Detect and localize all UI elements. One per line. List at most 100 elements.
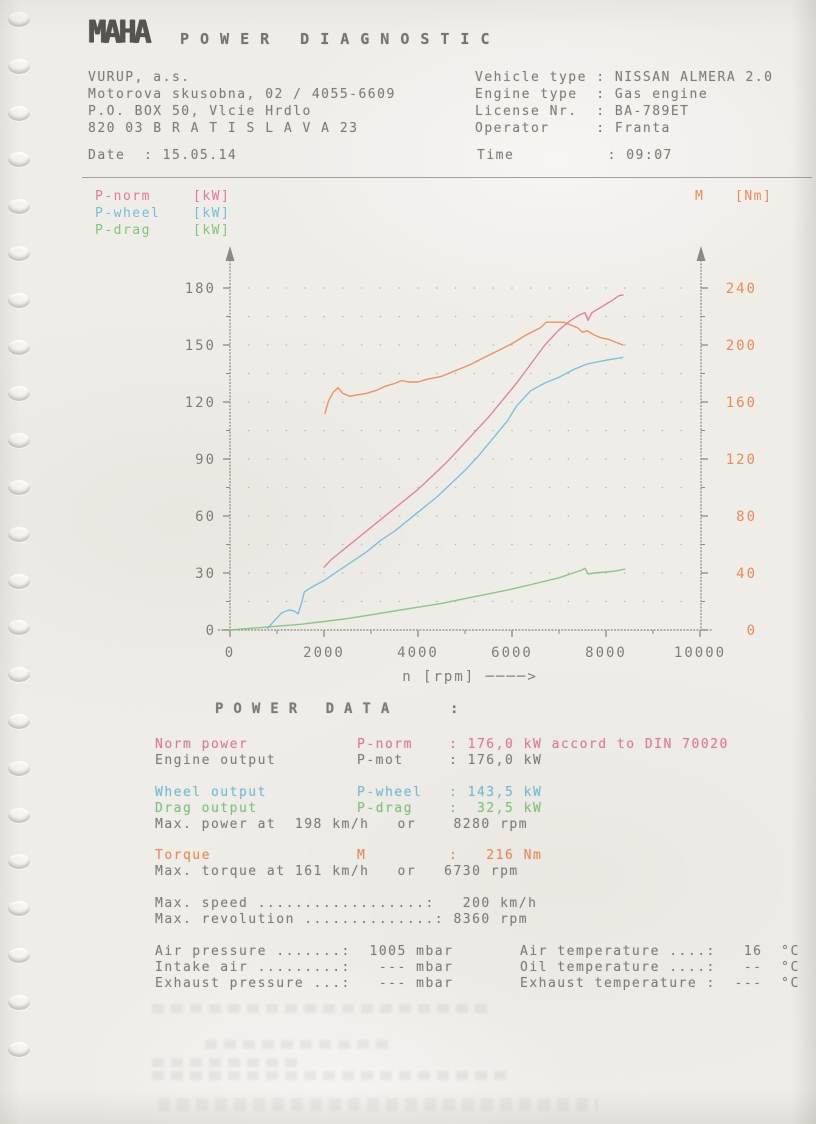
binder-hole [8,667,30,683]
license-nr-line: License Nr. : BA-789ET [475,104,690,119]
legend-p-drag: P-drag [95,223,151,238]
grid-dot [417,572,419,574]
grid-dot [248,401,250,403]
grid-dot [248,572,250,574]
grid-dot [248,372,250,375]
tick-label-left: 90 [195,452,216,468]
axis-arrow-left [225,246,235,261]
grid-dot [548,486,551,489]
grid-dot [454,515,457,517]
grid-dot [398,287,401,289]
grid-dot [567,458,570,460]
grid-dot [436,287,438,289]
grid-dot [360,372,363,375]
grid-dot [624,429,626,432]
grid-dot [530,315,532,318]
grid-dot [530,287,532,289]
power-data-text: : 216 Nm [449,848,543,863]
grid-dot [642,600,645,603]
grid-dot [323,401,325,403]
grid-dot [285,344,288,346]
grid-dot [360,401,363,403]
grid-dot [492,600,495,603]
grid-dot [605,315,607,318]
power-data-text: : 176,0 kW [449,753,543,768]
grid-dot [436,486,438,489]
grid-dot [248,429,250,432]
grid-dot [567,287,570,289]
grid-dot [285,372,288,375]
bleedthrough-text [152,1071,507,1080]
grid-dot [304,429,307,432]
grid-dot [624,515,626,517]
grid-dot [605,515,607,517]
grid-dot [379,572,382,574]
grid-dot [530,458,532,460]
grid-dot [248,515,250,517]
power-data-text: Max. torque at 161 km/h or 6730 rpm [155,864,519,879]
binder-hole [8,105,30,121]
grid-dot [304,401,307,403]
tick-label-x: 0 [225,645,235,661]
grid-dot [661,458,664,460]
axis-arrow-right [696,246,706,261]
binder-hole [8,994,30,1010]
grid-dot [266,458,269,460]
grid-dot [266,315,269,318]
grid-dot [605,429,607,432]
grid-dot [360,458,363,460]
binder-hole [8,152,30,168]
grid-dot [680,600,682,603]
grid-dot [323,315,325,318]
tick-label-x: 10000 [674,645,726,661]
tick-label-right: 200 [726,338,757,354]
grid-dot [492,486,495,489]
grid-dot [492,572,495,574]
grid-dot [436,600,438,603]
grid-dot [436,315,438,318]
grid-dot [586,458,588,460]
grid-dot [436,458,438,460]
grid-dot [398,458,401,460]
grid-dot [454,543,457,546]
grid-dot [586,600,588,603]
grid-dot [323,458,325,460]
grid-dot [511,401,513,403]
grid-dot [285,543,288,546]
grid-dot [661,515,664,517]
grid-dot [379,458,382,460]
grid-dot [360,543,363,546]
grid-dot [398,315,401,318]
grid-dot [530,543,532,546]
grid-dot [266,486,269,489]
series-m [324,321,624,415]
power-data-colon: : [450,701,459,717]
binder-hole [8,386,30,402]
binder-hole [8,854,30,870]
grid-dot [417,344,419,346]
grid-dot [511,287,513,289]
grid-dot [360,600,363,603]
grid-dot [473,429,476,432]
legend-torque-unit: [Nm] [735,189,773,204]
grid-dot [379,486,382,489]
grid-dot [530,372,532,375]
grid-dot [642,543,645,546]
grid-dot [624,372,626,375]
grid-dot [586,401,588,403]
binder-hole [8,12,30,27]
grid-dot [473,344,476,346]
grid-dot [285,458,288,460]
grid-dot [379,543,382,546]
power-data-text: Engine output [155,753,277,768]
station-line: VURUP, a.s. [88,70,191,85]
grid-dot [248,344,250,346]
grid-dot [548,287,551,289]
grid-dot [379,315,382,318]
grid-dot [680,486,682,489]
legend-p-drag-unit: [kW] [193,223,231,238]
grid-dot [323,486,325,489]
vehicle-type-line: Vehicle type : NISSAN ALMERA 2.0 [475,70,774,85]
grid-dot [454,372,457,375]
grid-dot [548,344,551,346]
